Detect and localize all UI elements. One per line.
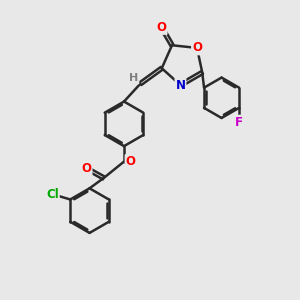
- Text: O: O: [126, 155, 136, 168]
- Text: O: O: [157, 21, 166, 34]
- Text: N: N: [176, 79, 185, 92]
- Text: H: H: [129, 74, 138, 83]
- Text: F: F: [235, 116, 243, 129]
- Text: O: O: [82, 162, 92, 175]
- Text: O: O: [192, 41, 202, 54]
- Text: Cl: Cl: [46, 188, 59, 201]
